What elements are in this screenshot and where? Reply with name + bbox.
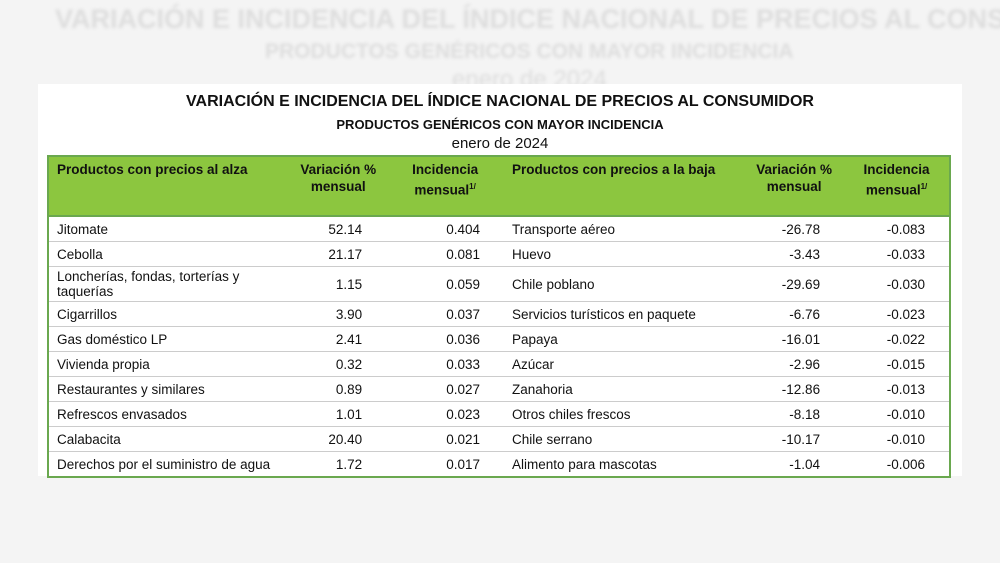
number-cell: -16.01 [744, 326, 845, 352]
column-header: Incidencia mensual1/ [844, 156, 950, 217]
product-cell: Otros chiles frescos [503, 401, 745, 427]
number-cell: -10.17 [744, 426, 845, 452]
number-cell: 3.90 [290, 301, 387, 327]
number-cell: -0.022 [844, 326, 950, 352]
table-row: Restaurantes y similares 0.89 0.027 Zanahor… [48, 376, 950, 402]
number-cell: -0.013 [844, 376, 950, 402]
number-cell: -0.010 [844, 401, 950, 427]
product-cell: Cigarrillos [48, 301, 291, 327]
column-header: Productos con precios a la baja [503, 156, 745, 217]
product-cell: Gas doméstico LP [48, 326, 291, 352]
product-cell: Loncherías, fondas, torterías y taquería… [48, 266, 291, 302]
product-cell: Refrescos envasados [48, 401, 291, 427]
column-header: Productos con precios al alza [48, 156, 291, 217]
product-cell: Chile poblano [503, 266, 745, 302]
column-header-text: Variación % mensual [756, 162, 833, 194]
product-cell: Jitomate [48, 216, 291, 242]
number-cell: 0.023 [386, 401, 504, 427]
number-cell: 0.021 [386, 426, 504, 452]
footnote-mark: 1/ [469, 182, 476, 191]
column-header: Incidencia mensual1/ [386, 156, 504, 217]
footnote-mark: 1/ [920, 182, 928, 191]
number-cell: -0.015 [844, 351, 950, 377]
table-row: Calabacita 20.40 0.021 Chile serrano -10.17-… [48, 426, 950, 452]
number-cell: -6.76 [744, 301, 845, 327]
number-cell: 0.037 [386, 301, 504, 327]
number-cell: -0.030 [844, 266, 950, 302]
number-cell: 2.41 [290, 326, 387, 352]
product-cell: Huevo [503, 241, 745, 267]
number-cell: -3.43 [744, 241, 845, 267]
table-row: Cebolla 21.17 0.081 Huevo -3.43 -0.033 [48, 241, 950, 267]
table-row: Loncherías, fondas, torterías y taquería… [48, 266, 950, 302]
bg-subtitle: PRODUCTOS GENÉRICOS CON MAYOR INCIDENCIA [265, 40, 794, 63]
table-row: Cigarrillos 3.90 0.037 Servicios turísticos… [48, 301, 950, 327]
number-cell: 0.036 [386, 326, 504, 352]
column-header-text: Variación % mensual [300, 162, 377, 194]
number-cell: -0.033 [844, 241, 950, 267]
table-row: Derechos por el suministro de agua 1.72 0.… [48, 451, 950, 478]
number-cell: 0.027 [386, 376, 504, 402]
column-header: Variación % mensual [290, 156, 387, 217]
subtitle: PRODUCTOS GENÉRICOS CON MAYOR INCIDENCIA [336, 117, 664, 132]
number-cell: 0.033 [386, 351, 504, 377]
title: VARIACIÓN E INCIDENCIA DEL ÍNDICE NACION… [186, 93, 814, 110]
table-row: Jitomate 52.14 0.404 Transporte aéreo -26.78… [48, 216, 950, 242]
number-cell: 20.40 [290, 426, 387, 452]
number-cell: -26.78 [744, 216, 845, 242]
number-cell: 1.15 [290, 266, 387, 302]
column-header-text: Productos con precios al alza [57, 162, 248, 177]
number-cell: -12.86 [744, 376, 845, 402]
number-cell: -0.023 [844, 301, 950, 327]
product-cell: Calabacita [48, 426, 291, 452]
product-cell: Transporte aéreo [503, 216, 745, 242]
table-row: Gas doméstico LP 2.41 0.036 Papaya -16.01 -0.… [48, 326, 950, 352]
column-header-text: Incidencia mensual [863, 162, 930, 198]
number-cell: -0.083 [844, 216, 950, 242]
product-cell: Chile serrano [503, 426, 745, 452]
number-cell: 0.32 [290, 351, 387, 377]
number-cell: -29.69 [744, 266, 845, 302]
number-cell: 1.01 [290, 401, 387, 427]
number-cell: -0.006 [844, 451, 950, 478]
product-cell: Servicios turísticos en paquete [503, 301, 745, 327]
number-cell: -1.04 [744, 451, 845, 478]
column-header-text: Productos con precios a la baja [511, 162, 716, 177]
number-cell: 52.14 [290, 216, 387, 242]
number-cell: -2.96 [744, 351, 845, 377]
product-cell: Papaya [503, 326, 745, 352]
product-cell: Azúcar [503, 351, 745, 377]
number-cell: 0.404 [386, 216, 504, 242]
number-cell: 21.17 [290, 241, 387, 267]
bg-title: VARIACIÓN E INCIDENCIA DEL ÍNDICE NACION… [55, 4, 1000, 34]
column-header: Variación % mensual [744, 156, 845, 217]
table-card: VARIACIÓN E INCIDENCIA DEL ÍNDICE NACION… [38, 84, 962, 478]
product-cell: Zanahoria [503, 376, 745, 402]
number-cell: 0.059 [386, 266, 504, 302]
data-table: Productos con precios al alza Variación %… [47, 155, 951, 478]
product-cell: Alimento para mascotas [503, 451, 745, 478]
number-cell: 0.081 [386, 241, 504, 267]
table-row: Vivienda propia 0.32 0.033 Azúcar -2.96 -0.01… [48, 351, 950, 377]
product-cell: Restaurantes y similares [48, 376, 291, 402]
header-row: Productos con precios al alza Variación %… [48, 156, 950, 217]
number-cell: -8.18 [744, 401, 845, 427]
product-cell: Vivienda propia [48, 351, 291, 377]
column-header-text: Incidencia mensual [412, 162, 479, 198]
table-row: Refrescos envasados 1.01 0.023 Otros chiles… [48, 401, 950, 427]
product-cell: Derechos por el suministro de agua [48, 451, 291, 478]
product-cell: Cebolla [48, 241, 291, 267]
number-cell: 0.89 [290, 376, 387, 402]
number-cell: 0.017 [386, 451, 504, 478]
number-cell: 1.72 [290, 451, 387, 478]
number-cell: -0.010 [844, 426, 950, 452]
date: enero de 2024 [451, 135, 549, 152]
